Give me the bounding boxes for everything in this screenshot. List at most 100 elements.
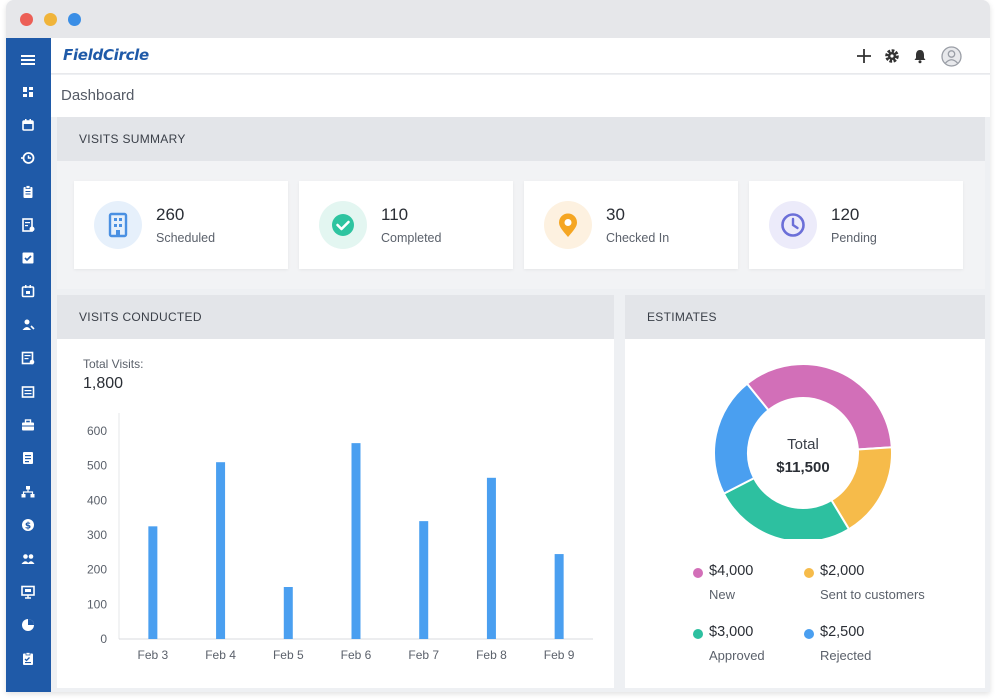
section-title: ESTIMATES — [647, 310, 717, 324]
estimates-donut-chart: Total $11,500 — [713, 363, 893, 539]
plus-icon[interactable] — [855, 47, 873, 65]
toolbox-icon[interactable] — [20, 417, 36, 433]
document-icon[interactable] — [20, 450, 36, 466]
summary-card-checked-in[interactable]: 30 Checked In — [524, 181, 738, 269]
donut-segment[interactable] — [745, 363, 893, 451]
x-tick-label: Feb 3 — [138, 648, 169, 662]
gear-icon[interactable] — [883, 47, 901, 65]
check-circle-icon — [319, 201, 367, 249]
breadcrumb-bar: Dashboard — [51, 75, 990, 117]
summary-label: Checked In — [606, 231, 670, 245]
browser-window: $ FieldCircle Dashboard — [6, 0, 990, 692]
dashboard-icon[interactable] — [20, 84, 36, 100]
visits-summary-panel: 260 Scheduled 110 Completed 30 Checked I… — [57, 161, 985, 289]
summary-label: Completed — [381, 231, 442, 245]
legend-amount: $2,000 — [820, 563, 865, 579]
summary-label: Scheduled — [156, 231, 216, 245]
legend-swatch — [804, 568, 814, 578]
checkbox-icon[interactable] — [20, 250, 36, 266]
report-icon[interactable] — [20, 350, 36, 366]
visits-summary-header: VISITS SUMMARY — [57, 117, 985, 161]
donut-center-value: $11,500 — [776, 459, 829, 476]
dollar-icon[interactable]: $ — [20, 517, 36, 533]
bar[interactable] — [283, 587, 293, 639]
legend-swatch — [804, 629, 814, 639]
total-visits-label: Total Visits: — [83, 357, 144, 371]
legend-label: Approved — [709, 648, 765, 663]
summary-card-pending[interactable]: 120 Pending — [749, 181, 963, 269]
pie-chart-icon[interactable] — [20, 617, 36, 633]
y-tick-label: 300 — [87, 528, 107, 542]
sidebar: $ — [6, 38, 51, 692]
users-icon[interactable] — [20, 551, 36, 567]
maximize-window-button[interactable] — [68, 13, 81, 26]
summary-label: Pending — [831, 231, 877, 245]
bell-icon[interactable] — [911, 47, 929, 65]
breadcrumb[interactable]: Dashboard — [61, 87, 135, 104]
window-titlebar — [6, 0, 990, 38]
section-title: VISITS SUMMARY — [79, 132, 186, 146]
top-navbar: FieldCircle — [51, 38, 990, 74]
clipboard-icon[interactable] — [20, 184, 36, 200]
bar[interactable] — [351, 443, 361, 639]
svg-text:$: $ — [25, 522, 31, 532]
summary-value: 30 — [606, 205, 625, 224]
bar[interactable] — [419, 521, 429, 639]
bar[interactable] — [486, 477, 496, 639]
history-icon[interactable] — [20, 150, 36, 166]
hierarchy-icon[interactable] — [20, 484, 36, 500]
visits-conducted-panel: Total Visits: 1,800 0 100 200 300 400 500 600 F… — [57, 339, 614, 688]
x-tick-label: Feb 4 — [205, 648, 236, 662]
visits-conducted-header: VISITS CONDUCTED — [57, 295, 614, 339]
presentation-icon[interactable] — [20, 584, 36, 600]
calendar-icon[interactable] — [20, 117, 36, 133]
y-tick-label: 500 — [87, 459, 107, 473]
y-tick-label: 400 — [87, 493, 107, 507]
donut-center-label: Total — [787, 436, 819, 453]
summary-value: 110 — [381, 205, 409, 224]
bar[interactable] — [216, 462, 226, 639]
legend-amount: $2,500 — [820, 624, 865, 640]
estimates-panel: Total $11,500 $4,000 New $2,000 Sent to … — [625, 339, 985, 688]
summary-value: 120 — [831, 205, 860, 224]
menu-icon[interactable] — [20, 52, 36, 68]
building-icon — [94, 201, 142, 249]
calendar-check-icon[interactable] — [20, 283, 36, 299]
donut-segment[interactable] — [722, 476, 851, 539]
y-tick-label: 200 — [87, 563, 107, 577]
donut-segment[interactable] — [713, 382, 770, 495]
y-tick-label: 600 — [87, 424, 107, 438]
x-tick-label: Feb 7 — [408, 648, 439, 662]
total-visits-value: 1,800 — [83, 375, 124, 392]
visits-bar-chart: 0 100 200 300 400 500 600 Feb 3 Feb 4 Feb 5 Feb 6 F… — [87, 413, 593, 662]
x-tick-label: Feb 8 — [476, 648, 507, 662]
bar[interactable] — [554, 554, 564, 639]
close-window-button[interactable] — [20, 13, 33, 26]
bar[interactable] — [148, 526, 158, 639]
estimates-header: ESTIMATES — [625, 295, 985, 339]
legend-swatch — [693, 629, 703, 639]
legend-swatch — [693, 568, 703, 578]
checklist-icon[interactable] — [20, 651, 36, 667]
legend-amount: $3,000 — [709, 624, 754, 640]
legend-label: Rejected — [820, 648, 872, 663]
app-logo[interactable]: FieldCircle — [63, 46, 149, 64]
y-tick-label: 100 — [87, 597, 107, 611]
clock-icon — [769, 201, 817, 249]
legend-amount: $4,000 — [709, 563, 754, 579]
x-tick-label: Feb 5 — [273, 648, 304, 662]
summary-card-scheduled[interactable]: 260 Scheduled — [74, 181, 288, 269]
invoice-icon[interactable] — [20, 217, 36, 233]
x-tick-label: Feb 9 — [544, 648, 575, 662]
x-tick-label: Feb 6 — [341, 648, 372, 662]
list-icon[interactable] — [20, 384, 36, 400]
user-avatar-icon[interactable] — [941, 46, 962, 67]
y-tick-label: 0 — [100, 632, 107, 646]
summary-card-completed[interactable]: 110 Completed — [299, 181, 513, 269]
technician-icon[interactable] — [20, 317, 36, 333]
summary-value: 260 — [156, 205, 185, 224]
minimize-window-button[interactable] — [44, 13, 57, 26]
map-pin-icon — [544, 201, 592, 249]
legend-label: Sent to customers — [820, 587, 925, 602]
section-title: VISITS CONDUCTED — [79, 310, 202, 324]
